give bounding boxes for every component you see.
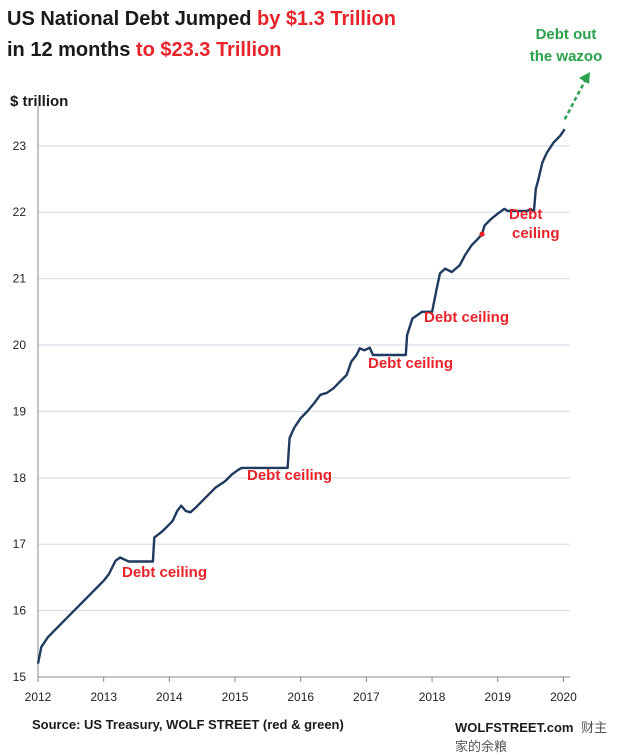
green-arrow-icon [563, 72, 590, 120]
brand-label: WOLFSTREET.com 财主家的余粮 [455, 717, 618, 755]
x-tick-2020: 2020 [550, 690, 577, 704]
wazoo-line-1: Debt out [535, 26, 597, 43]
x-tick-2015: 2015 [222, 690, 249, 704]
title-part-3: in 12 months [7, 39, 136, 61]
x-tick-2018: 2018 [419, 690, 446, 704]
red-dot [479, 231, 485, 237]
title-part-4: to $23.3 Trillion [135, 39, 282, 61]
y-tick-21: 21 [13, 272, 27, 286]
y-tick-17: 17 [13, 537, 27, 551]
title-part-1: US National Debt Jumped [7, 8, 258, 30]
x-tick-2012: 2012 [25, 690, 52, 704]
gridlines [37, 106, 570, 678]
arrow-shaft [563, 76, 589, 120]
annotation-debt-ceiling-2015: Debt ceiling [247, 467, 333, 484]
arrow-head [579, 72, 590, 84]
ceiling-2019-line-2: ceiling [512, 225, 560, 242]
chart-title: US National Debt Jumped by $1.3 Trillion… [7, 4, 396, 66]
x-tick-2016: 2016 [287, 690, 314, 704]
x-tick-labels: 2012 2013 2014 2015 2016 2017 2018 2019 2020 [25, 677, 577, 704]
annotation-debt-ceiling-2013: Debt ceiling [122, 564, 208, 581]
source-note: Source: US Treasury, WOLF STREET (red & … [32, 717, 344, 732]
wazoo-line-2: the wazoo [529, 48, 603, 65]
y-tick-22: 22 [13, 205, 27, 219]
annotation-debt-ceiling-2018: Debt ceiling [424, 309, 510, 326]
ceiling-2019-line-1: Debt [509, 206, 543, 223]
y-tick-18: 18 [13, 471, 27, 485]
y-tick-23: 23 [13, 139, 27, 153]
y-axis-label: $ trillion [10, 93, 69, 110]
y-tick-16: 16 [13, 604, 27, 618]
title-line-1: US National Debt Jumped by $1.3 Trillion [7, 4, 396, 35]
y-tick-19: 19 [13, 404, 27, 418]
x-tick-2019: 2019 [484, 690, 511, 704]
x-tick-2013: 2013 [90, 690, 117, 704]
x-tick-2014: 2014 [156, 690, 183, 704]
y-tick-20: 20 [13, 338, 27, 352]
annotation-debt-ceiling-2017: Debt ceiling [368, 355, 454, 372]
series-line-0 [36, 128, 566, 664]
y-tick-labels: 15 16 17 18 19 20 21 22 23 [13, 139, 27, 684]
brand-text: WOLFSTREET.com [455, 720, 574, 735]
red-dot-marker [479, 231, 485, 237]
title-line-2: in 12 months to $23.3 Trillion [7, 35, 396, 66]
title-part-2: by $1.3 Trillion [257, 8, 396, 30]
annotation-debt-ceiling-2019: Debt ceiling [509, 205, 560, 243]
annotation-debt-out-the-wazoo: Debt out the wazoo [520, 24, 612, 68]
plot-area [36, 128, 566, 664]
y-tick-15: 15 [13, 670, 27, 684]
x-tick-2017: 2017 [353, 690, 380, 704]
